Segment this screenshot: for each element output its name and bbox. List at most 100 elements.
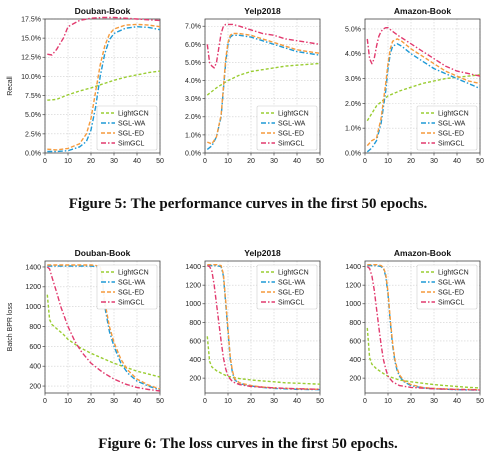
legend-label: SimGCL — [278, 300, 305, 307]
y-tick-label: 1400 — [345, 264, 361, 271]
legend: LightGCN SGL-WA SGL-ED SimGCL — [416, 264, 478, 310]
x-tick-label: 40 — [293, 158, 301, 165]
x-tick-label: 40 — [293, 398, 301, 405]
x-tick-label: 10 — [384, 398, 392, 405]
series-line-sgl-ed — [367, 264, 481, 391]
x-tick-label: 40 — [133, 158, 141, 165]
x-tick-label: 50 — [316, 158, 324, 165]
y-tick-label: 1200 — [25, 284, 41, 291]
x-tick-label: 20 — [247, 158, 255, 165]
legend-box — [416, 105, 478, 151]
legend-label: SGL-WA — [118, 121, 146, 128]
y-tick-label: 4.0% — [185, 78, 201, 85]
x-tick-label: 10 — [224, 398, 232, 405]
y-tick-label: 4.0% — [345, 51, 361, 58]
chart-panel-4: 0 10 20 30 40 50 200 400 600 800 1000 1200 1400 Douba… — [7, 248, 164, 405]
legend-box — [96, 264, 158, 310]
legend-label: LightGCN — [118, 111, 149, 118]
x-tick-label: 20 — [407, 158, 415, 165]
plot-frame — [364, 260, 481, 394]
x-tick-label: 40 — [133, 398, 141, 405]
y-tick-label: 2.0% — [185, 114, 201, 121]
x-tick-label: 30 — [110, 158, 118, 165]
chart-title: Douban-Book — [75, 248, 131, 258]
y-tick-label: 1.0% — [345, 126, 361, 133]
x-tick-label: 10 — [64, 158, 72, 165]
x-tick-label: 30 — [430, 158, 438, 165]
x-tick-label: 40 — [453, 158, 461, 165]
series-line-lightgcn — [366, 327, 481, 389]
legend-label: SGL-ED — [278, 131, 304, 138]
y-tick-label: 1.0% — [185, 132, 201, 139]
plot-frame — [364, 18, 481, 154]
y-tick-label: 3.0% — [185, 96, 201, 103]
y-tick-label: 1000 — [25, 304, 41, 311]
y-tick-label: 7.5% — [25, 93, 41, 100]
series-line-sgl-ed — [366, 38, 481, 147]
legend-label: SimGCL — [118, 141, 145, 148]
y-axis-label: Recall — [7, 76, 14, 96]
legend-box — [256, 105, 318, 151]
legend-label: SGL-ED — [278, 290, 304, 297]
legend-label: SimGCL — [118, 300, 145, 307]
y-tick-label: 1000 — [345, 301, 361, 308]
chart-panel-2: 0 10 20 30 40 50 0.0% 1.0% 2.0% 3.0% 4.0% 5.0% 6.0% 7… — [185, 6, 324, 165]
y-tick-label: 800 — [189, 320, 201, 327]
legend-box — [96, 105, 158, 151]
legend-label: SimGCL — [438, 141, 465, 148]
x-tick-label: 30 — [270, 158, 278, 165]
chart-title: Douban-Book — [75, 6, 131, 16]
chart-panel-5: 0 10 20 30 40 50 200 400 600 800 1000 1200 1400 Yelp2… — [185, 248, 324, 405]
chart-panel-3: 0 10 20 30 40 50 0.0% 1.0% 2.0% 3.0% 4.0% 5.0% Amazo… — [345, 6, 484, 165]
legend-label: SGL-ED — [438, 131, 464, 138]
legend-label: LightGCN — [278, 270, 309, 277]
legend-label: SGL-ED — [118, 131, 144, 138]
legend-label: SGL-WA — [438, 280, 466, 287]
x-tick-label: 50 — [476, 398, 484, 405]
series-line-sgl-ed — [47, 23, 161, 151]
plot-frame — [44, 260, 161, 394]
legend-label: SimGCL — [278, 141, 305, 148]
x-tick-label: 40 — [453, 398, 461, 405]
x-tick-label: 0 — [43, 158, 47, 165]
y-tick-label: 800 — [349, 320, 361, 327]
x-tick-label: 50 — [156, 398, 164, 405]
series-line-sgl-wa — [47, 265, 161, 391]
y-tick-label: 1400 — [25, 264, 41, 271]
x-tick-label: 10 — [384, 158, 392, 165]
legend-label: LightGCN — [438, 270, 469, 277]
x-tick-label: 50 — [476, 158, 484, 165]
y-tick-label: 600 — [349, 338, 361, 345]
x-tick-label: 0 — [203, 398, 207, 405]
legend: LightGCN SGL-WA SGL-ED SimGCL — [256, 264, 318, 310]
series-line-sgl-ed — [47, 264, 161, 390]
chart-title: Yelp2018 — [244, 6, 281, 16]
series-line-simgcl — [207, 264, 321, 390]
legend-label: LightGCN — [118, 270, 149, 277]
legend-label: SimGCL — [438, 300, 465, 307]
x-tick-label: 0 — [363, 158, 367, 165]
series-line-simgcl — [366, 266, 481, 391]
x-tick-label: 0 — [363, 398, 367, 405]
legend-label: SGL-ED — [118, 290, 144, 297]
series-line-sgl-wa — [366, 43, 481, 153]
x-tick-label: 30 — [270, 398, 278, 405]
chart-title: Yelp2018 — [244, 248, 281, 258]
y-tick-label: 200 — [349, 376, 361, 383]
legend-label: SGL-WA — [438, 121, 466, 128]
y-tick-label: 1400 — [185, 264, 201, 271]
x-tick-label: 0 — [43, 398, 47, 405]
y-tick-label: 0.0% — [185, 150, 201, 157]
series-line-lightgcn — [46, 294, 161, 378]
series-line-simgcl — [366, 27, 481, 77]
legend-label: LightGCN — [278, 111, 309, 118]
legend-label: SGL-WA — [278, 280, 306, 287]
series-line-sgl-wa — [47, 26, 161, 153]
legend-box — [256, 264, 318, 310]
y-tick-label: 200 — [189, 376, 201, 383]
y-tick-label: 1200 — [185, 283, 201, 290]
plot-frame — [44, 18, 161, 154]
y-tick-label: 17.5% — [21, 16, 41, 23]
legend-label: SGL-WA — [118, 280, 146, 287]
series-line-lightgcn — [47, 70, 161, 101]
